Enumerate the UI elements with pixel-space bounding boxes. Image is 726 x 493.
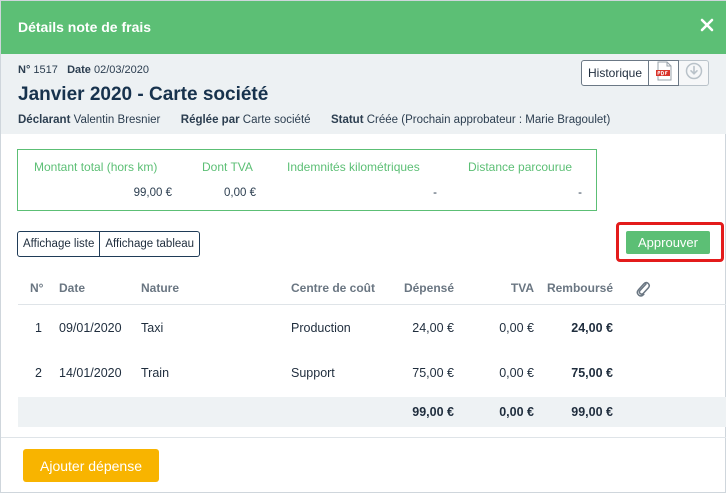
row-refunded: 24,00 € (571, 321, 613, 335)
approve-highlight (616, 222, 724, 262)
approve-button[interactable]: Approuver (626, 231, 710, 254)
total-amount-label: Montant total (hors km) (34, 160, 158, 174)
row-cost-center: Production (291, 321, 351, 335)
col-header-number: N° (30, 281, 44, 295)
declarant-label: Déclarant (18, 114, 71, 126)
list-view-button[interactable]: Affichage liste (17, 231, 101, 257)
paid-by-value: Carte société (242, 114, 311, 126)
view-toggle: Affichage liste Affichage tableau (17, 231, 201, 257)
download-button[interactable] (679, 60, 710, 86)
modal-header: Détails note de frais (1, 1, 726, 54)
pdf-button[interactable] (649, 60, 680, 86)
total-spent: 99,00 € (412, 405, 454, 419)
report-details: Déclarant Valentin Bresnier Réglée par C… (18, 114, 610, 126)
footer-divider (1, 437, 726, 438)
row-number: 1 (35, 321, 42, 335)
add-expense-button[interactable]: Ajouter dépense (23, 449, 159, 482)
report-meta: N° 1517 Date 02/03/2020 (18, 64, 149, 76)
mileage-allowance-label: Indemnités kilométriques (287, 160, 420, 174)
vat-label: Dont TVA (202, 160, 253, 174)
distance-value: - (578, 187, 582, 199)
paid-by-label: Réglée par (180, 114, 240, 126)
declarant-value: Valentin Bresnier (73, 114, 161, 126)
status-label: Statut (330, 114, 364, 126)
report-actions: Historique (581, 60, 710, 86)
total-refunded: 99,00 € (571, 405, 613, 419)
row-nature: Train (141, 366, 170, 380)
pdf-icon (655, 61, 673, 86)
col-header-nature: Nature (141, 281, 180, 295)
col-header-vat: TVA (510, 281, 534, 295)
vat-value: 0,00 € (224, 187, 256, 199)
history-button[interactable]: Historique (581, 60, 650, 86)
col-header-refunded: Remboursé (546, 281, 613, 295)
number-label: N° (18, 64, 31, 76)
row-date: 09/01/2020 (59, 321, 122, 335)
download-icon (685, 62, 703, 85)
col-header-date: Date (59, 281, 86, 295)
row-date: 14/01/2020 (59, 366, 122, 380)
status-value: Créée (Prochain approbateur : Marie Brag… (366, 114, 611, 126)
date-label: Date (67, 64, 91, 76)
row-vat: 0,00 € (499, 321, 534, 335)
col-header-cost-center: Centre de coût (291, 281, 376, 295)
row-cost-center: Support (291, 366, 335, 380)
summary-panel: Montant total (hors km) 99,00 € Dont TVA… (17, 149, 597, 211)
table-totals: 99,00 € 0,00 € 99,00 € (18, 397, 726, 427)
distance-label: Distance parcourue (468, 160, 573, 174)
row-spent: 24,00 € (412, 321, 454, 335)
report-number: 1517 (33, 64, 58, 76)
mileage-allowance-value: - (433, 187, 437, 199)
table-view-button[interactable]: Affichage tableau (100, 231, 201, 257)
row-spent: 75,00 € (412, 366, 454, 380)
close-icon[interactable] (699, 17, 715, 33)
row-refunded: 75,00 € (571, 366, 613, 380)
page-title: Janvier 2020 - Carte société (18, 84, 269, 105)
row-vat: 0,00 € (499, 366, 534, 380)
total-vat: 0,00 € (499, 405, 534, 419)
total-amount-value: 99,00 € (133, 187, 172, 199)
row-number: 2 (35, 366, 42, 380)
row-nature: Taxi (141, 321, 164, 335)
report-date: 02/03/2020 (93, 64, 150, 76)
col-header-spent: Dépensé (403, 281, 454, 295)
modal-title: Détails note de frais (18, 19, 152, 35)
paperclip-icon (635, 280, 651, 301)
